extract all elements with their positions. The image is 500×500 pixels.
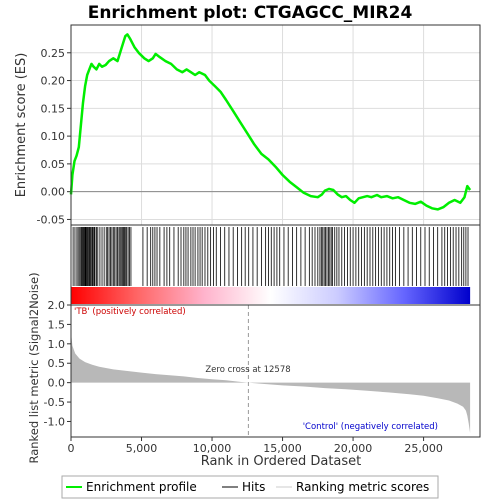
pos-corr-label: 'TB' (positively correlated) bbox=[74, 307, 186, 317]
es-frame bbox=[71, 25, 480, 225]
xlabel: Rank in Ordered Dataset bbox=[201, 454, 362, 469]
es-ytick-label-6: 0.25 bbox=[41, 47, 66, 60]
hits-panel bbox=[71, 225, 480, 305]
metric-ylabel: Ranked list metric (Signal2Noise) bbox=[27, 272, 41, 463]
legend-metric-label: Ranking metric scores bbox=[296, 480, 429, 494]
xtick-label-5: 25,000 bbox=[404, 442, 443, 455]
es-ytick-label-5: 0.20 bbox=[41, 75, 66, 88]
colorbar bbox=[71, 287, 470, 304]
metric-panel: -1.0 -0.5 0.0 0.5 1.0 1.5 2.0 'TB' (positively … bbox=[44, 299, 480, 455]
es-ytick-label-4: 0.15 bbox=[41, 102, 66, 115]
legend-hits-label: Hits bbox=[242, 480, 265, 494]
zero-cross-label: Zero cross at 12578 bbox=[205, 365, 290, 375]
es-ytick-label-3: 0.10 bbox=[41, 130, 66, 143]
es-line-0 bbox=[71, 34, 470, 209]
es-ytick-label-2: 0.05 bbox=[41, 158, 66, 171]
metric-ytick-label-4: 1.0 bbox=[48, 338, 66, 351]
es-ytick-label-1: 0.00 bbox=[41, 186, 66, 199]
metric-ytick-label-5: 1.5 bbox=[48, 318, 66, 331]
metric-ytick-label-2: 0.0 bbox=[48, 377, 66, 390]
es-ylabel: Enrichment score (ES) bbox=[14, 53, 29, 198]
metric-ytick-label-1: -0.5 bbox=[44, 396, 65, 409]
xtick-label-1: 5,000 bbox=[126, 442, 158, 455]
neg-corr-label: 'Control' (negatively correlated) bbox=[303, 422, 438, 432]
legend: Enrichment profile Hits Ranking metric s… bbox=[62, 476, 438, 498]
xtick-label-0: 0 bbox=[68, 442, 75, 455]
metric-ytick-label-6: 2.0 bbox=[48, 299, 66, 312]
es-ytick-label-0: -0.05 bbox=[37, 213, 65, 226]
es-panel: -0.05 0.00 0.05 0.10 0.15 0.20 0.25 bbox=[37, 25, 480, 226]
metric-ytick-label-3: 0.5 bbox=[48, 357, 66, 370]
legend-es-label: Enrichment profile bbox=[86, 480, 197, 494]
metric-ytick-label-0: -1.0 bbox=[44, 415, 65, 428]
chart-title: Enrichment plot: CTGAGCC_MIR24 bbox=[88, 3, 413, 23]
metric-area bbox=[71, 332, 470, 433]
